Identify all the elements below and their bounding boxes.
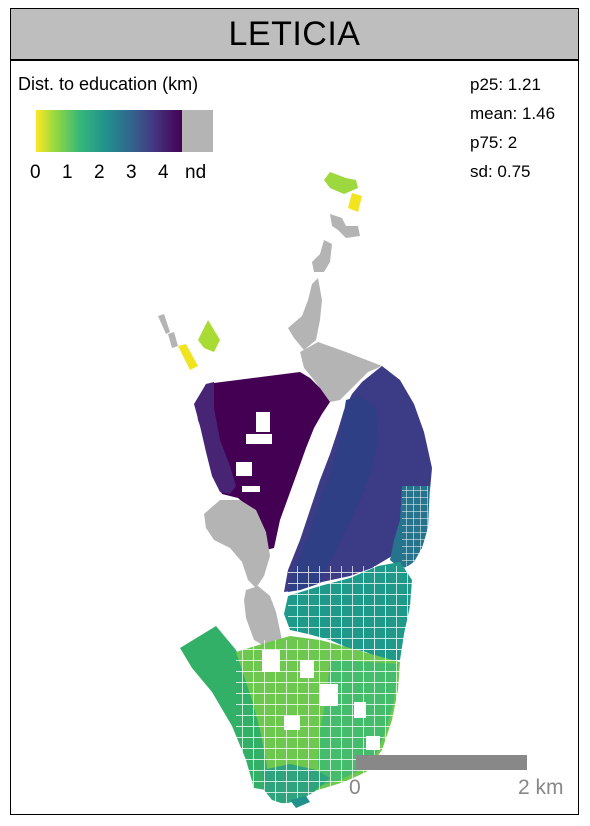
gap-5 — [262, 650, 280, 672]
parcel-nw-3 — [178, 344, 198, 370]
gap-2 — [246, 434, 272, 444]
gap-3 — [236, 462, 252, 476]
gap-10 — [366, 736, 380, 750]
parcel-grey-strip — [288, 278, 322, 350]
gap-8 — [354, 702, 366, 718]
gap-7 — [320, 684, 338, 706]
parcel-north-2 — [348, 193, 362, 212]
zone-grey-south — [244, 586, 282, 648]
gap-4 — [242, 486, 260, 492]
scale-bar-end-label: 2 km — [518, 776, 564, 800]
scale-bar-start-label: 0 — [349, 776, 361, 800]
gap-1 — [256, 412, 270, 432]
parcel-nw-1 — [158, 314, 170, 334]
gap-6 — [300, 660, 314, 678]
parcel-nw-4 — [198, 320, 220, 352]
parcel-north-4 — [312, 240, 332, 272]
grid-teal-east — [402, 486, 428, 570]
parcel-north-1 — [324, 172, 358, 194]
parcel-nw-2 — [168, 332, 178, 348]
parcel-north-3 — [330, 214, 360, 238]
scale-bar — [356, 755, 527, 770]
grid-south — [236, 640, 406, 806]
gap-9 — [284, 716, 300, 730]
